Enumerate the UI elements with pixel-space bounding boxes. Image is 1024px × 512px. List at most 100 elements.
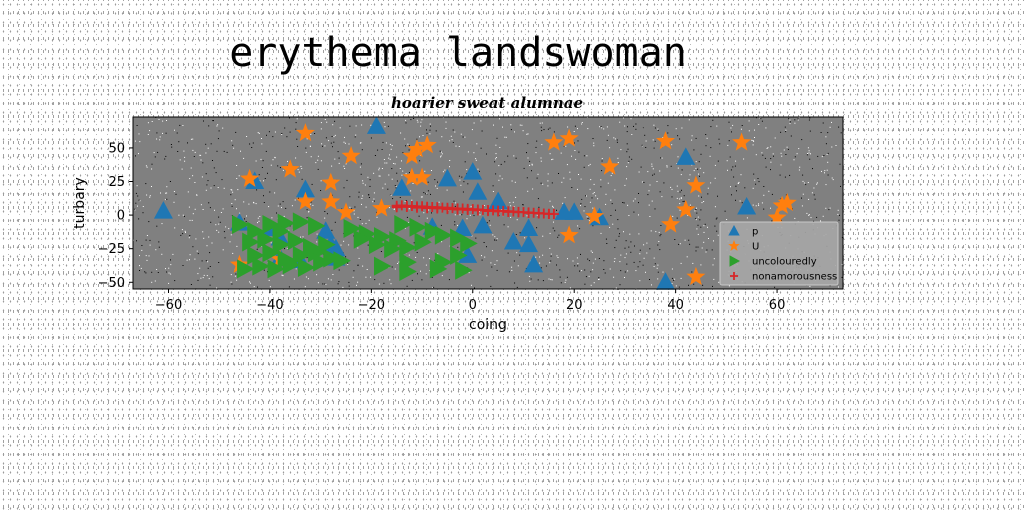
data-point bbox=[533, 208, 544, 219]
data-point bbox=[308, 243, 326, 263]
data-point bbox=[292, 245, 311, 265]
x-tick-label: −40 bbox=[256, 298, 283, 313]
legend-item: uncolouredly bbox=[729, 255, 817, 268]
data-point bbox=[737, 197, 757, 215]
data-point bbox=[313, 252, 331, 272]
data-point bbox=[656, 131, 675, 150]
data-point bbox=[453, 218, 473, 237]
data-point bbox=[247, 245, 265, 265]
chart-subtitle: hoarier sweat alumnae bbox=[391, 94, 583, 112]
data-point bbox=[321, 172, 341, 191]
data-point bbox=[661, 214, 681, 233]
data-point bbox=[336, 202, 356, 221]
data-point bbox=[656, 272, 675, 290]
legend-box bbox=[719, 221, 839, 286]
data-point bbox=[524, 254, 544, 273]
data-point bbox=[564, 202, 584, 220]
y-axis-label: turbary bbox=[72, 177, 88, 229]
data-point bbox=[523, 207, 534, 218]
data-point bbox=[353, 229, 372, 249]
data-point bbox=[321, 191, 341, 210]
data-point bbox=[232, 215, 250, 234]
legend-item: nonamorousness bbox=[730, 272, 837, 283]
x-tick-label: 60 bbox=[769, 298, 786, 313]
data-point bbox=[394, 215, 412, 234]
y-tick-label: −25 bbox=[98, 242, 125, 257]
data-point bbox=[237, 259, 255, 279]
data-point bbox=[432, 203, 443, 214]
data-point bbox=[245, 171, 265, 189]
data-point bbox=[392, 178, 412, 196]
legend-label: nonamorousness bbox=[752, 272, 837, 283]
legend-label: p bbox=[752, 227, 758, 238]
y-tick-label: 25 bbox=[108, 175, 125, 190]
data-point bbox=[366, 116, 386, 134]
data-point bbox=[391, 202, 402, 213]
data-point bbox=[318, 235, 336, 255]
data-point bbox=[585, 206, 604, 225]
data-point bbox=[483, 206, 493, 217]
data-point bbox=[399, 237, 417, 257]
data-point bbox=[409, 217, 427, 237]
data-point bbox=[686, 175, 706, 194]
y-tick-label: 0 bbox=[117, 209, 125, 224]
data-point bbox=[463, 162, 483, 180]
data-point bbox=[455, 260, 473, 280]
data-point bbox=[559, 128, 579, 147]
data-point bbox=[341, 146, 361, 165]
y-tick-label: −50 bbox=[98, 276, 125, 291]
x-tick-label: −60 bbox=[155, 298, 182, 313]
data-point bbox=[295, 191, 315, 210]
data-point bbox=[316, 221, 336, 239]
data-point bbox=[402, 167, 422, 186]
data-marks bbox=[153, 116, 797, 290]
data-point bbox=[767, 207, 787, 226]
data-point bbox=[472, 205, 483, 216]
data-point bbox=[676, 199, 696, 218]
data-point bbox=[424, 221, 443, 241]
data-point bbox=[493, 206, 504, 217]
data-point bbox=[503, 207, 514, 218]
series-3 bbox=[391, 200, 559, 220]
data-point bbox=[333, 251, 351, 271]
data-point bbox=[442, 204, 453, 215]
data-point bbox=[343, 219, 362, 239]
data-point bbox=[368, 235, 387, 255]
x-axis-label: coing bbox=[469, 317, 507, 333]
data-point bbox=[153, 201, 173, 219]
legend-label: uncolouredly bbox=[752, 257, 817, 268]
data-point bbox=[543, 209, 554, 220]
data-point bbox=[414, 232, 433, 252]
data-point bbox=[519, 234, 539, 253]
data-point bbox=[262, 243, 280, 263]
legend-marker bbox=[728, 240, 740, 251]
data-point bbox=[450, 228, 468, 248]
data-point bbox=[272, 235, 291, 255]
data-point bbox=[488, 191, 508, 210]
plot-frame bbox=[132, 116, 844, 290]
data-point bbox=[374, 256, 392, 276]
data-point bbox=[372, 198, 391, 217]
data-point bbox=[437, 168, 457, 187]
x-tick-label: 20 bbox=[566, 298, 583, 313]
data-point bbox=[242, 232, 260, 252]
data-point bbox=[401, 202, 412, 213]
x-tick-label: 0 bbox=[469, 298, 477, 313]
legend-item: U bbox=[728, 240, 759, 253]
data-point bbox=[732, 132, 752, 151]
data-point bbox=[503, 231, 523, 250]
legend-item: p bbox=[728, 225, 758, 238]
data-point bbox=[468, 182, 488, 200]
data-point bbox=[686, 266, 706, 285]
data-point bbox=[513, 207, 524, 218]
data-point bbox=[429, 259, 448, 279]
data-point bbox=[434, 225, 453, 245]
y-tick-label: 50 bbox=[108, 141, 125, 156]
data-point bbox=[407, 139, 427, 158]
data-point bbox=[460, 233, 478, 253]
data-point bbox=[412, 167, 432, 186]
data-point bbox=[676, 147, 696, 165]
data-point bbox=[777, 193, 797, 212]
data-point bbox=[399, 262, 417, 282]
